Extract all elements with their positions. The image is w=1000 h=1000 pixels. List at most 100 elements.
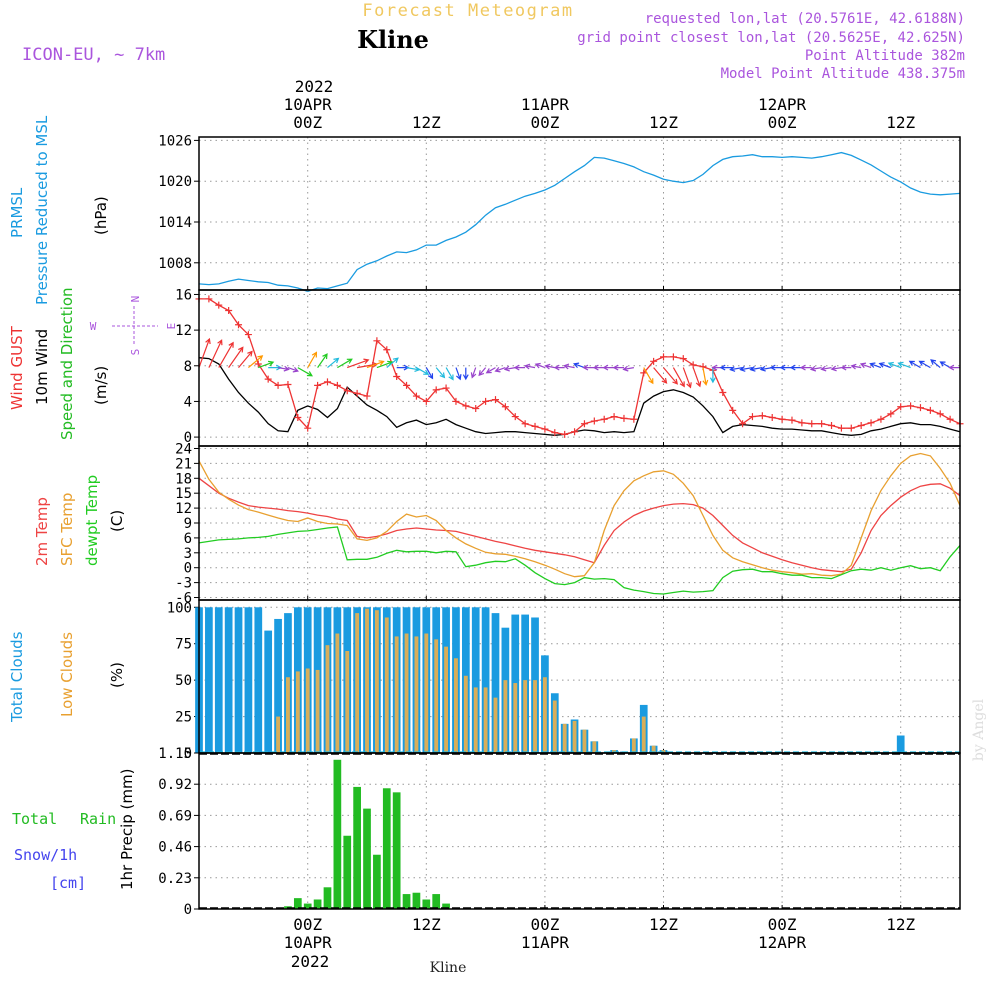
compass-north: N (129, 296, 142, 303)
y-tick-label: 50 (175, 673, 192, 689)
low-cloud-bar (493, 697, 498, 753)
wind-arrow (759, 365, 773, 372)
low-cloud-bar (305, 668, 310, 753)
low-cloud-bar (572, 720, 577, 753)
low-cloud-bar (424, 633, 429, 753)
low-clouds-label: Low Clouds (58, 632, 76, 717)
top-hour-label: 00Z (530, 113, 559, 132)
y-tick-label: 0.69 (158, 808, 192, 824)
wind-arrow (287, 367, 299, 373)
low-cloud-bar (483, 687, 488, 753)
y-tick-label: 1026 (158, 133, 192, 149)
wind-arrow (729, 366, 743, 372)
gust-marker (897, 403, 905, 411)
top-date-label: 11APR (521, 95, 570, 114)
gust-marker (363, 392, 371, 400)
y-tick-label: 4 (184, 394, 192, 410)
temp2m-label: 2m Temp (33, 497, 51, 566)
low-cloud-bar (503, 680, 508, 753)
precip-snow-label: Snow/1h (14, 846, 77, 864)
low-cloud-bar (434, 639, 439, 753)
wind-arrow (582, 364, 595, 371)
point-altitude: Point Altitude 382m (805, 48, 965, 64)
gust-marker (314, 381, 322, 389)
total-cloud-bar (224, 607, 233, 753)
gust-marker (343, 387, 351, 395)
total-cloud-bar (491, 613, 500, 753)
pressure-label: Pressure Reduced to MSL (33, 115, 51, 305)
gust-marker (946, 415, 954, 423)
y-tick-label: 24 (175, 441, 192, 457)
gust-marker (768, 413, 776, 421)
low-cloud-bar (582, 729, 587, 753)
wind-arrow (692, 367, 702, 388)
wind-arrow (366, 360, 385, 369)
y-tick-label: 1020 (158, 174, 192, 190)
wind-arrow (307, 351, 318, 368)
bottom-time-axis: 00Z 12Z 00Z 12Z 00Z 12Z 10APR 11APR 12APR 2022 … (284, 915, 916, 976)
compass-south: S (129, 349, 142, 356)
y-tick-label: 0 (184, 430, 192, 446)
y-tick-label: 12 (175, 323, 192, 339)
total-cloud-bar (471, 607, 480, 753)
gust-marker (580, 420, 588, 428)
wind-arrow (445, 367, 454, 381)
y-tick-label: 0.46 (158, 840, 192, 856)
y-tick-label: 16 (175, 287, 192, 303)
wind-arrow (563, 363, 575, 370)
gust-label: Wind GUST (8, 325, 26, 410)
rain-bar (402, 894, 411, 909)
rain-bar (313, 899, 322, 909)
gust-marker (274, 381, 282, 389)
gust-marker (867, 419, 875, 427)
wind-arrow (820, 365, 832, 372)
y-tick-label: 100 (167, 600, 192, 616)
wind-arrow (663, 367, 679, 385)
rain-bar (353, 786, 361, 909)
bottom-hour-label: 12Z (886, 915, 915, 934)
wind-arrow (248, 355, 264, 369)
y-tick-label: 0.92 (158, 777, 192, 793)
total-cloud-bar (254, 607, 263, 753)
y-tick-label: 1008 (158, 256, 192, 272)
rain-bar (432, 894, 441, 909)
low-cloud-bar (355, 613, 360, 753)
bottom-date-label: 10APR (284, 933, 333, 952)
total-cloud-bar (205, 607, 213, 753)
temp-2m-line (198, 477, 961, 573)
wind-arrow (258, 360, 275, 369)
wind-arrow (485, 367, 496, 374)
rain-bar (363, 808, 371, 909)
wind-arrow (406, 366, 421, 372)
gust-marker (857, 421, 865, 429)
low-cloud-bar (335, 633, 340, 753)
gust-marker (907, 402, 915, 410)
gust-marker (422, 397, 430, 405)
gust-marker (828, 421, 836, 429)
wind-arrow (523, 363, 536, 370)
pressure-line (198, 151, 961, 293)
top-date-label: 10APR (284, 95, 333, 114)
wind-arrow (672, 367, 685, 388)
gust-marker (877, 415, 885, 423)
wind-arrow (653, 367, 668, 384)
panel-border (198, 599, 961, 754)
wind-arrow (503, 365, 516, 372)
wind-arrow (948, 364, 960, 371)
speed-direction-label: Speed and Direction (58, 287, 76, 440)
bottom-date-label: 12APR (758, 933, 807, 952)
bottom-year-label: 2022 (291, 952, 330, 971)
total-cloud-bar (234, 607, 243, 753)
pressure-unit: (hPa) (92, 196, 110, 235)
wind-arrow (277, 365, 290, 372)
low-cloud-bar (394, 636, 399, 753)
wind-arrow (682, 367, 692, 389)
gust-marker (254, 360, 262, 368)
gust-marker (304, 424, 312, 432)
gust-marker (590, 417, 598, 425)
gust-marker (640, 369, 648, 377)
gust-marker (294, 413, 302, 421)
gust-marker (808, 420, 816, 428)
low-cloud-bar (641, 716, 646, 753)
